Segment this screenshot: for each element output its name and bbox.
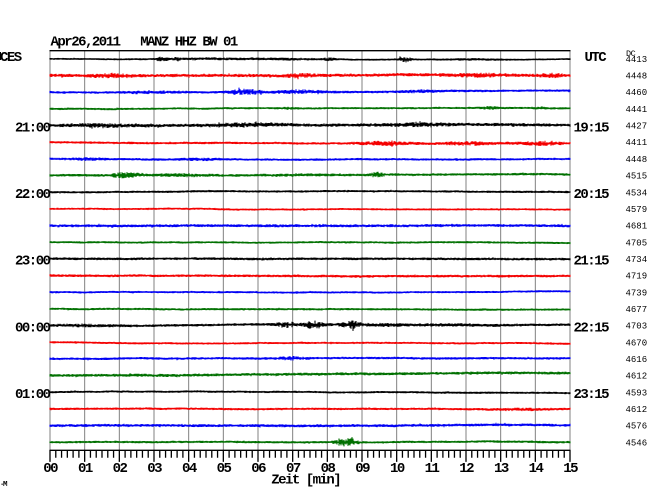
svg-text:DC: DC <box>626 49 636 59</box>
svg-text:01:00: 01:00 <box>15 387 51 403</box>
svg-text:04: 04 <box>182 461 197 477</box>
svg-text:00: 00 <box>43 461 58 477</box>
svg-text:4441: 4441 <box>626 105 648 115</box>
svg-text:03: 03 <box>147 461 162 477</box>
svg-text:09: 09 <box>355 461 370 477</box>
svg-text:21:15: 21:15 <box>574 254 610 270</box>
svg-text:4703: 4703 <box>626 322 648 332</box>
svg-text:4593: 4593 <box>626 388 648 398</box>
svg-text:20:15: 20:15 <box>574 187 610 203</box>
svg-text:4670: 4670 <box>626 338 648 348</box>
svg-text:4677: 4677 <box>626 305 648 315</box>
svg-text:4448: 4448 <box>626 72 648 82</box>
svg-text:4460: 4460 <box>626 88 648 98</box>
svg-text:4612: 4612 <box>626 405 648 415</box>
svg-text:4411: 4411 <box>626 138 648 148</box>
svg-text:Apr26,2011 MANZ HHZ BW 01: Apr26,2011 MANZ HHZ BW 01 <box>51 35 238 51</box>
svg-text:4546: 4546 <box>626 438 648 448</box>
svg-text:14: 14 <box>529 461 544 477</box>
svg-text:07: 07 <box>286 461 301 477</box>
svg-text:15: 15 <box>563 461 578 477</box>
svg-text:4734: 4734 <box>626 255 648 265</box>
svg-text:4616: 4616 <box>626 355 648 365</box>
svg-text:22:00: 22:00 <box>15 187 51 203</box>
svg-text:13: 13 <box>494 461 509 477</box>
svg-text:4427: 4427 <box>626 122 648 132</box>
svg-text:12: 12 <box>459 461 474 477</box>
svg-text:UTC: UTC <box>585 50 608 66</box>
svg-text:4612: 4612 <box>626 372 648 382</box>
svg-text:M: M <box>3 481 8 489</box>
svg-text:21:00: 21:00 <box>15 120 51 136</box>
svg-text:22:15: 22:15 <box>574 320 610 336</box>
svg-text:CES: CES <box>0 50 22 66</box>
svg-text:Zeit [min]: Zeit [min] <box>271 473 340 489</box>
svg-text:19:15: 19:15 <box>574 120 610 136</box>
svg-text:4719: 4719 <box>626 272 648 282</box>
svg-text:00:00: 00:00 <box>15 320 51 336</box>
svg-text:4681: 4681 <box>626 222 648 232</box>
svg-text:08: 08 <box>321 461 336 477</box>
svg-text:05: 05 <box>217 461 232 477</box>
svg-text:23:00: 23:00 <box>15 254 51 270</box>
svg-text:06: 06 <box>251 461 266 477</box>
svg-text:4534: 4534 <box>626 188 648 198</box>
svg-text:4448: 4448 <box>626 155 648 165</box>
svg-text:4705: 4705 <box>626 238 648 248</box>
svg-text:01: 01 <box>78 461 93 477</box>
svg-text:4579: 4579 <box>626 205 648 215</box>
svg-text:10: 10 <box>390 461 405 477</box>
svg-text:23:15: 23:15 <box>574 387 610 403</box>
svg-text:11: 11 <box>425 461 440 477</box>
svg-text:4739: 4739 <box>626 288 648 298</box>
svg-text:4413: 4413 <box>626 55 648 65</box>
svg-text:02: 02 <box>113 461 128 477</box>
svg-text:4515: 4515 <box>626 172 648 182</box>
svg-text:4576: 4576 <box>626 422 648 432</box>
